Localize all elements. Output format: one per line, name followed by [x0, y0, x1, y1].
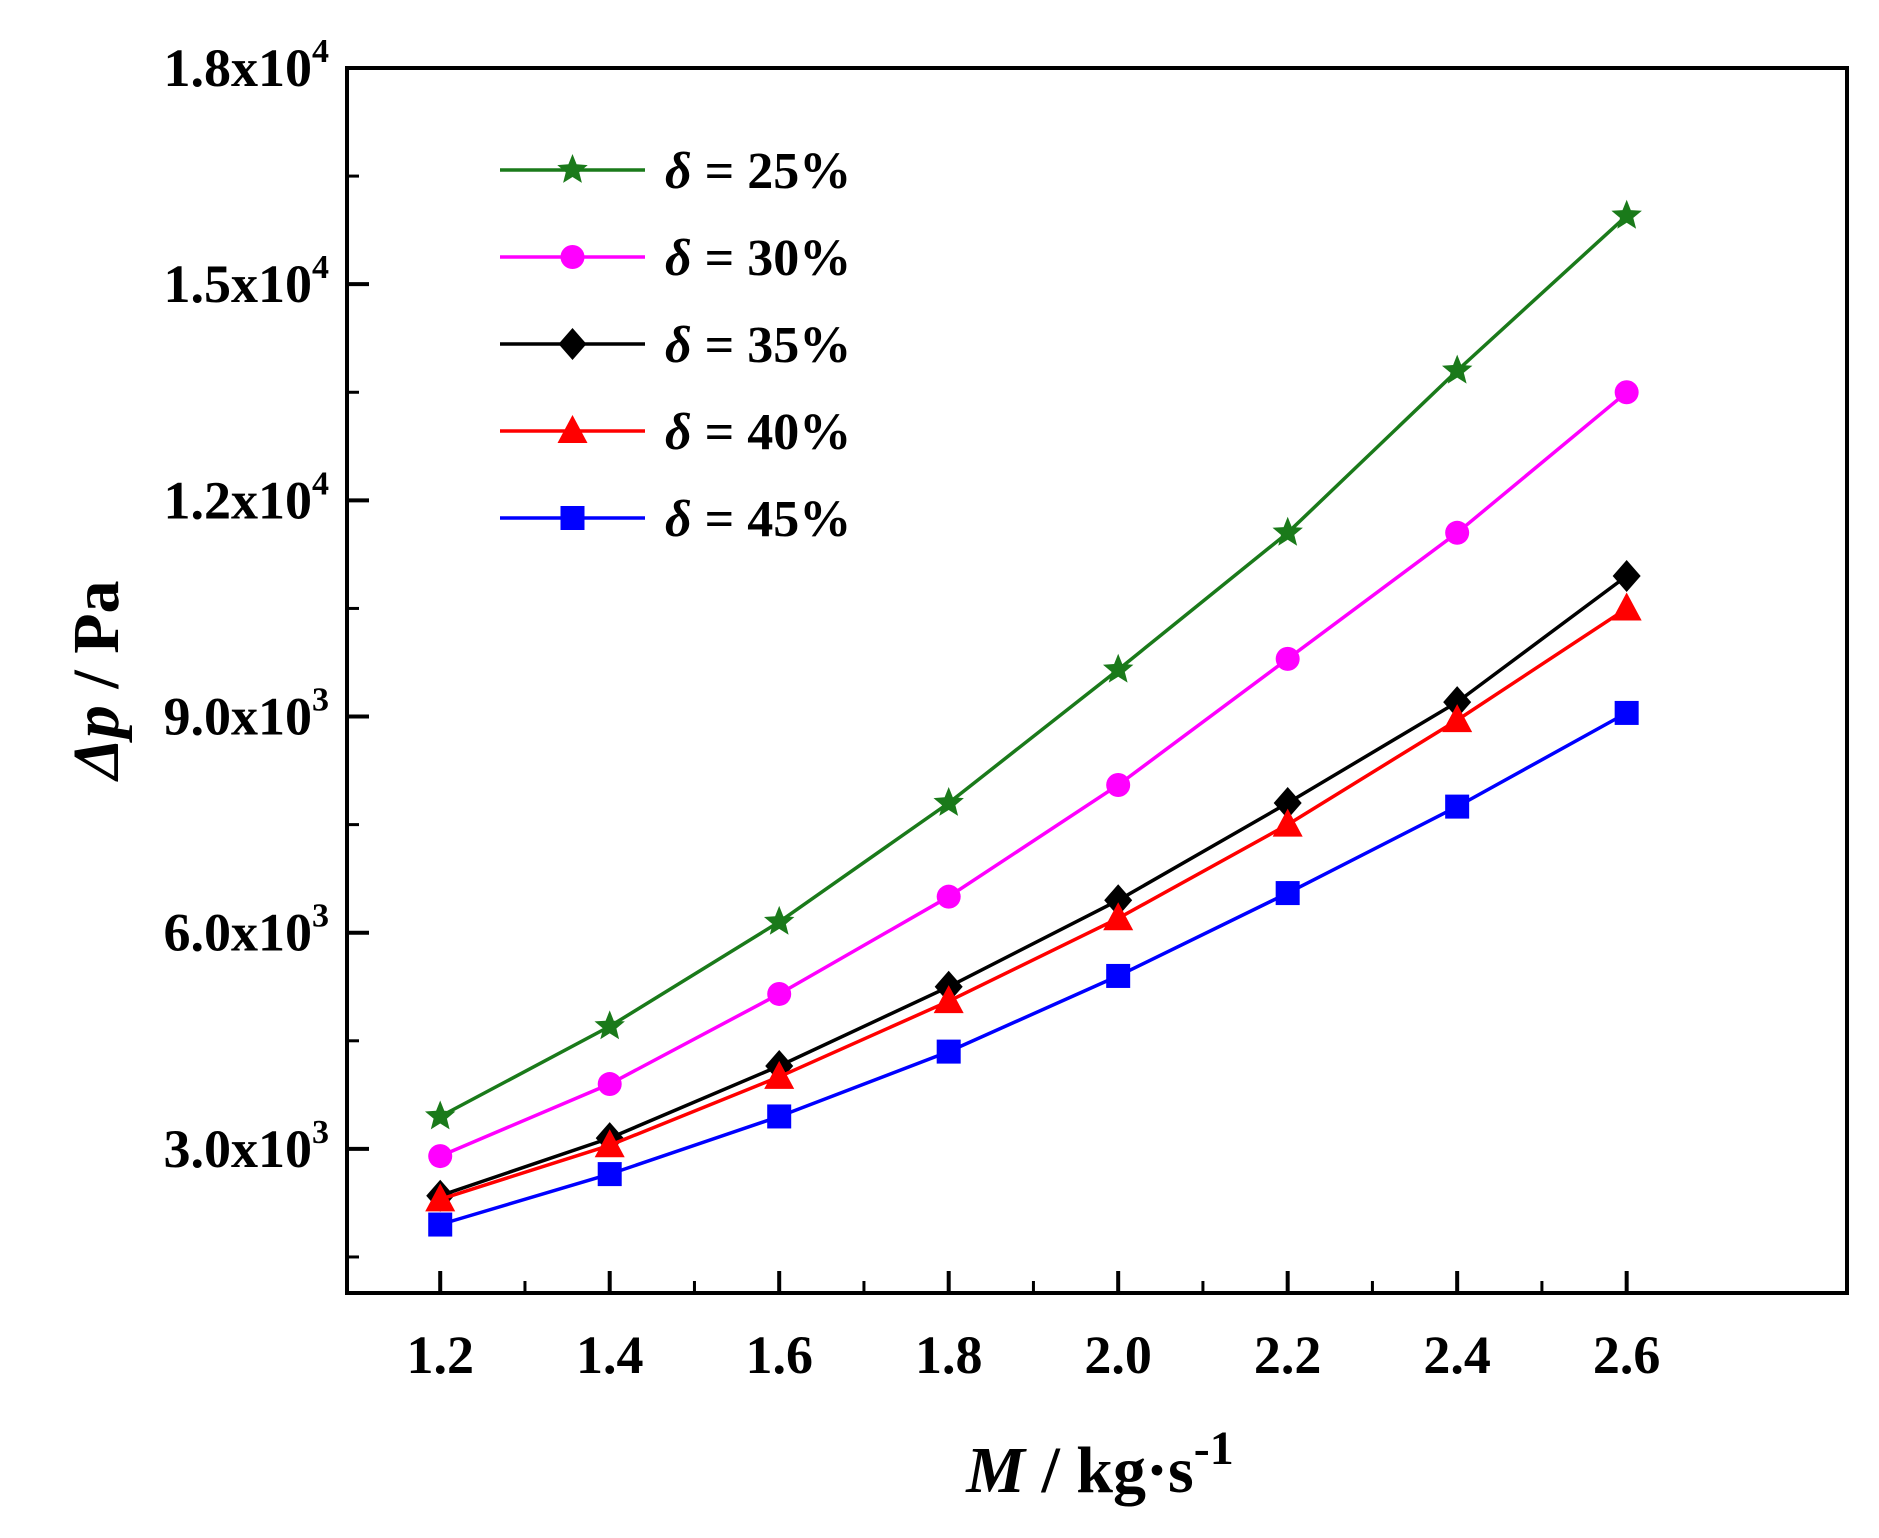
legend-marker — [558, 328, 587, 360]
x-axis-unit: / kg·s — [1025, 1434, 1194, 1507]
legend-item-2: δ = 35% — [500, 317, 851, 374]
data-point — [425, 1100, 456, 1130]
legend-marker — [557, 415, 588, 443]
data-point — [1611, 592, 1642, 621]
series-3 — [425, 592, 1642, 1212]
data-point — [1445, 520, 1470, 545]
x-tick-label: 1.8 — [915, 1325, 983, 1385]
x-axis-unit-exponent: -1 — [1194, 1422, 1234, 1475]
data-point — [594, 1129, 625, 1158]
legend-label: δ = 30% — [665, 230, 851, 287]
series-line — [439, 214, 1628, 1119]
data-point — [1273, 787, 1302, 819]
data-point — [597, 1162, 622, 1187]
data-point — [764, 905, 795, 935]
legend-item-4: δ = 45% — [500, 491, 851, 548]
x-tick-label: 2.6 — [1593, 1325, 1661, 1385]
series-line — [439, 606, 1628, 1201]
y-tick-label: 1.2x104 — [164, 465, 330, 530]
data-point — [425, 1183, 456, 1212]
data-point — [1104, 884, 1133, 917]
data-point — [1272, 808, 1303, 837]
series-1 — [428, 380, 1639, 1169]
y-axis-symbol: Δp — [60, 705, 133, 782]
data-point — [933, 985, 964, 1014]
data-point — [1103, 902, 1134, 931]
y-tick-label: 1.5x104 — [164, 249, 330, 314]
data-point — [1106, 963, 1131, 988]
series-line — [439, 574, 1628, 1198]
legend-label: δ = 40% — [665, 404, 851, 461]
x-tick-label: 1.2 — [406, 1325, 474, 1385]
x-tick-label: 2.0 — [1084, 1325, 1152, 1385]
y-tick-label: 6.0x103 — [164, 898, 330, 963]
legend-label: δ = 45% — [665, 491, 851, 548]
x-axis-symbol: M — [965, 1434, 1027, 1507]
y-axis-unit: / Pa — [60, 580, 133, 705]
series-line — [439, 390, 1628, 1158]
data-point — [936, 1039, 961, 1064]
data-point — [1445, 794, 1470, 819]
data-point — [1612, 560, 1641, 593]
data-point — [1614, 700, 1639, 725]
y-tick-label: 9.0x103 — [164, 682, 330, 747]
data-point — [1103, 653, 1134, 683]
x-axis-title: M / kg·s-1 — [965, 1422, 1233, 1507]
series-2 — [426, 560, 1641, 1212]
data-point — [1272, 516, 1303, 546]
legend-label: δ = 35% — [665, 317, 851, 374]
y-tick-label: 3.0x103 — [164, 1114, 330, 1179]
data-point — [428, 1212, 453, 1237]
data-point — [594, 1010, 625, 1040]
data-point — [1442, 354, 1473, 384]
legend-item-3: δ = 40% — [500, 404, 851, 461]
series-line — [439, 711, 1628, 1227]
data-point — [1614, 380, 1639, 405]
data-point — [1106, 772, 1131, 797]
data-point — [1443, 686, 1472, 719]
data-point — [767, 981, 792, 1006]
x-tick-label: 1.6 — [745, 1325, 813, 1385]
data-point — [428, 1144, 453, 1169]
legend-marker — [560, 245, 585, 269]
legend-item-0: δ = 25% — [500, 143, 851, 200]
legend-label: δ = 25% — [665, 143, 851, 200]
x-tick-label: 2.4 — [1423, 1325, 1491, 1385]
data-point — [1275, 881, 1300, 906]
data-point — [1611, 199, 1642, 229]
legend-marker — [560, 506, 585, 530]
legend-marker — [557, 154, 588, 183]
data-point — [933, 787, 964, 816]
series-4 — [428, 700, 1639, 1237]
data-point — [764, 1060, 795, 1089]
data-point — [936, 884, 961, 909]
data-point — [1275, 646, 1300, 671]
data-point — [597, 1072, 622, 1097]
y-axis-title: Δp / Pa — [60, 580, 133, 782]
series-0 — [425, 199, 1642, 1130]
x-tick-label: 2.2 — [1254, 1325, 1322, 1385]
data-point — [1442, 704, 1473, 733]
data-point — [767, 1104, 792, 1129]
y-tick-label: 1.8x104 — [164, 33, 330, 98]
x-tick-label: 1.4 — [576, 1325, 644, 1385]
legend-item-1: δ = 30% — [500, 230, 851, 287]
plot-frame — [345, 66, 1849, 1295]
